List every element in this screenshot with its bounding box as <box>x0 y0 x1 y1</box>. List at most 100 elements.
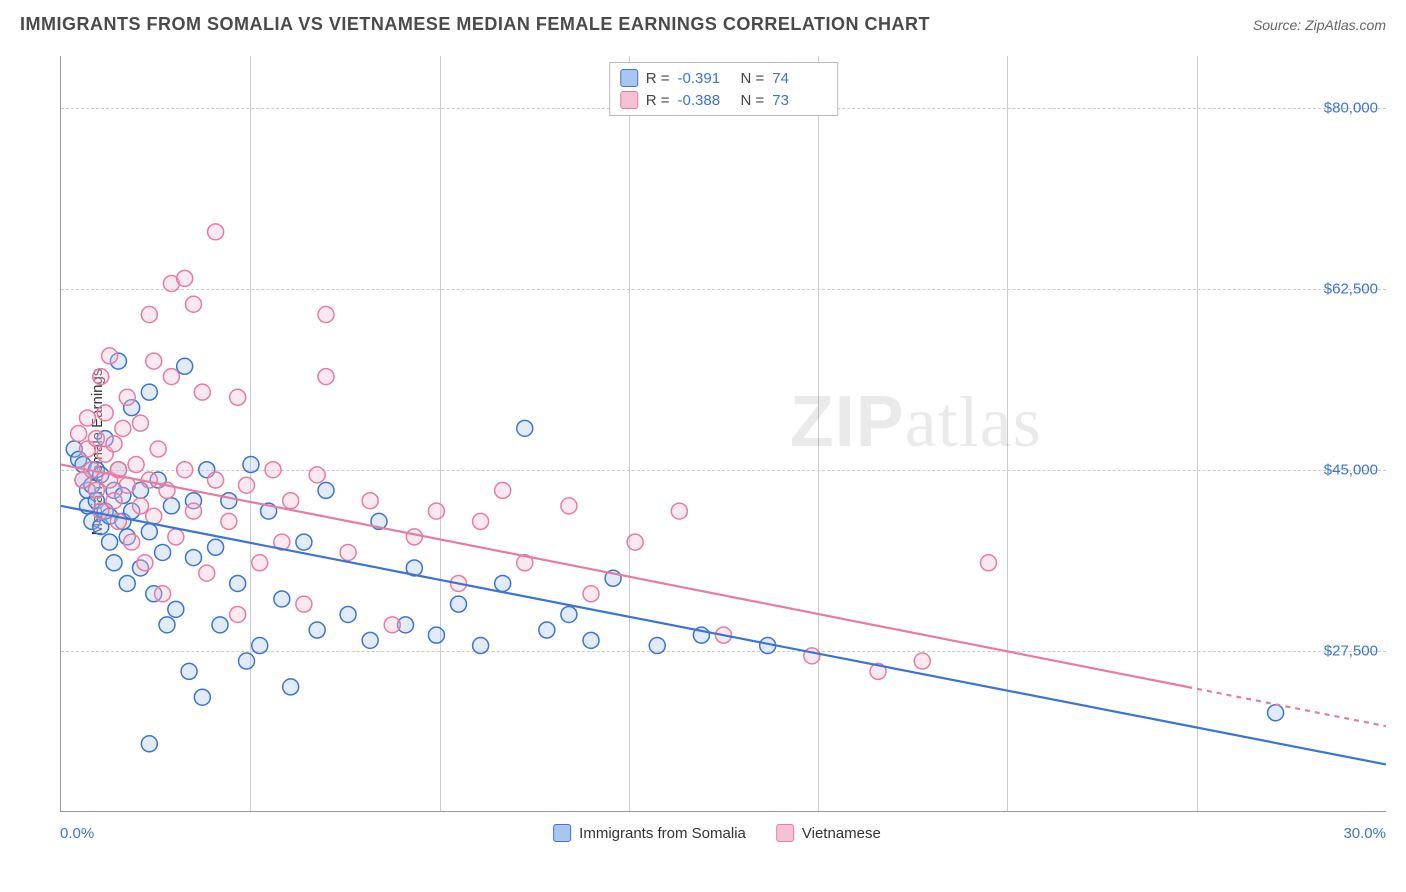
data-point-vietnamese <box>141 307 157 323</box>
data-point-somalia <box>495 575 511 591</box>
legend-label: Immigrants from Somalia <box>579 825 746 842</box>
data-point-vietnamese <box>221 513 237 529</box>
n-value-vietnamese: 73 <box>772 92 827 109</box>
data-point-vietnamese <box>265 462 281 478</box>
data-point-somalia <box>102 534 118 550</box>
data-point-somalia <box>451 596 467 612</box>
data-point-somalia <box>649 638 665 654</box>
legend-row-vietnamese: R = -0.388 N = 73 <box>620 89 828 111</box>
chart-header: IMMIGRANTS FROM SOMALIA VS VIETNAMESE ME… <box>0 0 1406 41</box>
legend-label: Vietnamese <box>802 825 881 842</box>
data-point-somalia <box>168 601 184 617</box>
data-point-vietnamese <box>239 477 255 493</box>
data-point-somalia <box>283 679 299 695</box>
data-point-vietnamese <box>208 472 224 488</box>
data-point-somalia <box>1268 705 1284 721</box>
data-point-somalia <box>163 498 179 514</box>
data-point-vietnamese <box>340 544 356 560</box>
chart-area: Median Female Earnings ZIPatlas R = -0.3… <box>48 56 1386 848</box>
data-point-vietnamese <box>194 384 210 400</box>
data-point-somalia <box>239 653 255 669</box>
data-point-vietnamese <box>252 555 268 571</box>
data-point-vietnamese <box>102 348 118 364</box>
plot-svg <box>61 56 1386 811</box>
data-point-somalia <box>252 638 268 654</box>
data-point-vietnamese <box>168 529 184 545</box>
data-point-vietnamese <box>88 482 104 498</box>
data-point-somalia <box>243 457 259 473</box>
data-point-somalia <box>155 544 171 560</box>
data-point-vietnamese <box>495 482 511 498</box>
data-point-vietnamese <box>128 457 144 473</box>
data-point-vietnamese <box>146 353 162 369</box>
swatch-vietnamese <box>620 91 638 109</box>
data-point-somalia <box>309 622 325 638</box>
data-point-vietnamese <box>137 555 153 571</box>
data-point-vietnamese <box>318 307 334 323</box>
data-point-somalia <box>539 622 555 638</box>
data-point-vietnamese <box>93 369 109 385</box>
data-point-somalia <box>473 638 489 654</box>
series-legend: Immigrants from Somalia Vietnamese <box>553 824 881 842</box>
correlation-legend: R = -0.391 N = 74 R = -0.388 N = 73 <box>609 62 839 116</box>
r-value-somalia: -0.391 <box>678 70 733 87</box>
data-point-vietnamese <box>208 224 224 240</box>
data-point-vietnamese <box>318 369 334 385</box>
data-point-vietnamese <box>177 462 193 478</box>
data-point-somalia <box>194 689 210 705</box>
data-point-somalia <box>274 591 290 607</box>
data-point-vietnamese <box>362 493 378 509</box>
data-point-vietnamese <box>230 389 246 405</box>
data-point-vietnamese <box>296 596 312 612</box>
data-point-vietnamese <box>133 415 149 431</box>
data-point-vietnamese <box>80 410 96 426</box>
data-point-vietnamese <box>106 436 122 452</box>
data-point-somalia <box>177 358 193 374</box>
legend-row-somalia: R = -0.391 N = 74 <box>620 67 828 89</box>
data-point-vietnamese <box>914 653 930 669</box>
data-point-somalia <box>141 524 157 540</box>
data-point-vietnamese <box>199 565 215 581</box>
data-point-somalia <box>212 617 228 633</box>
chart-title: IMMIGRANTS FROM SOMALIA VS VIETNAMESE ME… <box>20 14 930 35</box>
data-point-vietnamese <box>115 420 131 436</box>
trend-line-vietnamese <box>61 465 1187 687</box>
data-point-vietnamese <box>473 513 489 529</box>
plot-region: ZIPatlas R = -0.391 N = 74 R = -0.388 N … <box>60 56 1386 812</box>
data-point-vietnamese <box>93 503 109 519</box>
data-point-vietnamese <box>981 555 997 571</box>
data-point-vietnamese <box>163 369 179 385</box>
chart-source: Source: ZipAtlas.com <box>1253 17 1386 33</box>
data-point-vietnamese <box>186 503 202 519</box>
data-point-vietnamese <box>384 617 400 633</box>
data-point-somalia <box>181 663 197 679</box>
data-point-somalia <box>141 736 157 752</box>
trend-line-ext-vietnamese <box>1187 687 1386 726</box>
legend-item-vietnamese: Vietnamese <box>776 824 881 842</box>
swatch-icon <box>553 824 571 842</box>
data-point-vietnamese <box>71 426 87 442</box>
data-point-somalia <box>221 493 237 509</box>
data-point-vietnamese <box>428 503 444 519</box>
data-point-vietnamese <box>155 586 171 602</box>
data-point-vietnamese <box>406 529 422 545</box>
legend-item-somalia: Immigrants from Somalia <box>553 824 746 842</box>
data-point-vietnamese <box>186 296 202 312</box>
r-value-vietnamese: -0.388 <box>678 92 733 109</box>
data-point-vietnamese <box>124 534 140 550</box>
data-point-somalia <box>141 384 157 400</box>
data-point-somalia <box>230 575 246 591</box>
data-point-vietnamese <box>583 586 599 602</box>
data-point-vietnamese <box>283 493 299 509</box>
trend-line-somalia <box>61 506 1386 765</box>
x-axis-min-label: 0.0% <box>60 825 94 842</box>
data-point-somalia <box>106 555 122 571</box>
x-axis-max-label: 30.0% <box>1343 825 1386 842</box>
data-point-somalia <box>517 420 533 436</box>
data-point-vietnamese <box>561 498 577 514</box>
data-point-vietnamese <box>133 498 149 514</box>
data-point-somalia <box>208 539 224 555</box>
data-point-somalia <box>561 606 577 622</box>
data-point-somalia <box>296 534 312 550</box>
data-point-vietnamese <box>88 431 104 447</box>
